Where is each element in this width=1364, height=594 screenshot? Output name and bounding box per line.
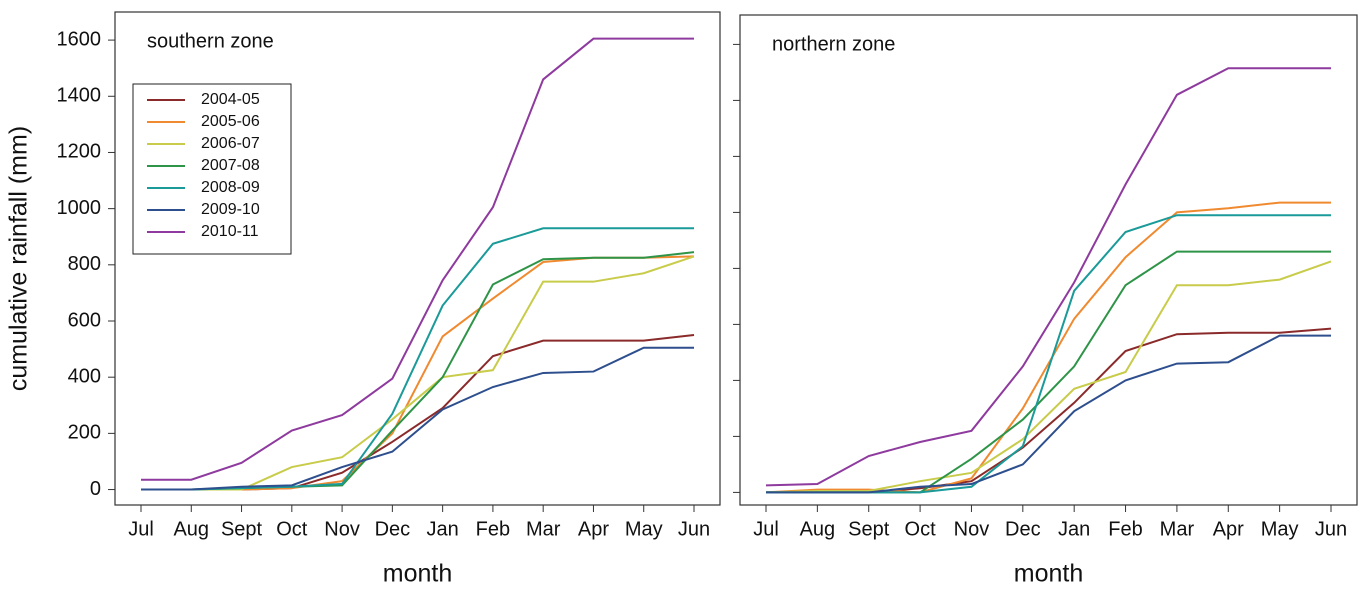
x-tick-label: Nov: [324, 518, 360, 540]
x-tick-label: Dec: [375, 518, 411, 540]
y-tick-label: 600: [68, 309, 101, 331]
y-tick-label: 1200: [57, 141, 102, 163]
x-tick-label: Jul: [128, 518, 154, 540]
y-tick-label: 1600: [57, 28, 102, 50]
x-tick-label: Aug: [800, 518, 836, 540]
series-line: [141, 255, 695, 491]
x-tick-label: Oct: [905, 518, 937, 540]
series-line: [141, 37, 694, 481]
x-tick-label: Dec: [1005, 518, 1041, 540]
series-line: [765, 260, 1332, 494]
y-tick-label: 400: [68, 365, 101, 387]
series-line: [141, 227, 694, 491]
legend-label: 2006-07: [201, 135, 260, 152]
legend-label: 2007-08: [201, 157, 260, 174]
x-tick-label: Jun: [678, 518, 710, 540]
y-tick-label: 200: [68, 422, 101, 444]
x-tick-label: Feb: [1108, 518, 1142, 540]
x-tick-label: Apr: [578, 518, 609, 540]
x-axis-title: month: [383, 560, 452, 588]
panel: 0 200 400 600 800 1000 1200 1400 1600 Jul Aug Sept O…: [5, 11, 721, 588]
legend-label: 2005-06: [201, 113, 260, 130]
x-axis-title: month: [1014, 560, 1083, 588]
x-tick-label: Jul: [753, 518, 779, 540]
series-line: [141, 251, 695, 491]
legend-label: 2008-09: [201, 179, 260, 196]
legend-label: 2009-10: [201, 201, 260, 218]
x-tick-label: May: [625, 518, 663, 540]
series-line: [766, 250, 1331, 494]
series-line: [765, 67, 1331, 487]
plot-frame: [114, 11, 721, 506]
x-tick-label: Sept: [848, 518, 890, 540]
x-tick-label: Feb: [476, 518, 510, 540]
y-tick-label: 1000: [57, 197, 102, 219]
series-line: [765, 201, 1331, 494]
y-tick-label: 800: [68, 253, 101, 275]
x-tick-label: Nov: [954, 518, 990, 540]
x-tick-label: Mar: [526, 518, 561, 540]
legend-box: [132, 83, 292, 255]
annotation: northern zone: [772, 33, 895, 55]
y-tick-label: 1400: [57, 85, 102, 107]
legend-label: 2004-05: [201, 91, 260, 108]
legend-label: 2010-11: [201, 223, 259, 240]
series-line: [141, 346, 694, 491]
panel: Jul Aug Sept Oct Nov Dec Jan Feb Mar Apr May Jun nor…: [733, 14, 1358, 588]
x-tick-label: Jun: [1315, 518, 1347, 540]
series-line: [766, 334, 1331, 494]
x-tick-label: Oct: [276, 518, 308, 540]
x-tick-label: Apr: [1213, 518, 1244, 540]
x-tick-label: Jan: [1058, 518, 1090, 540]
x-tick-label: Mar: [1160, 518, 1195, 540]
plot-frame: [739, 14, 1358, 506]
x-tick-label: Sept: [221, 518, 263, 540]
series-line: [141, 255, 695, 491]
x-tick-label: Aug: [173, 518, 209, 540]
y-tick-label: 0: [90, 478, 101, 500]
annotation: southern zone: [147, 30, 274, 52]
x-tick-label: May: [1261, 518, 1299, 540]
y-axis-title: cumulative rainfall (mm): [5, 126, 33, 391]
x-tick-label: Jan: [427, 518, 459, 540]
